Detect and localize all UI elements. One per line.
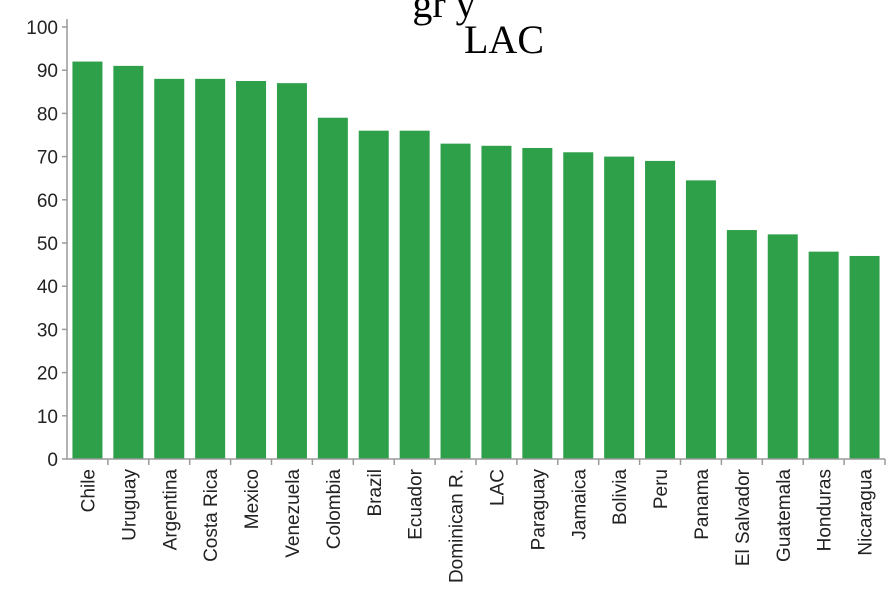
y-tick-label: 70	[37, 148, 58, 169]
x-tick-label: Colombia	[324, 469, 345, 550]
bar-colombia	[317, 117, 348, 459]
x-tick-label: Ecuador	[406, 468, 427, 539]
x-tick-label: El Salvador	[733, 468, 754, 566]
y-tick-label: 80	[37, 104, 58, 125]
y-tick-label: 20	[37, 364, 58, 385]
x-tick-label: Nicaragua	[856, 469, 877, 556]
bar-costa-rica	[195, 78, 226, 459]
x-tick-label: LAC	[487, 469, 508, 506]
y-tick-label: 40	[37, 277, 58, 298]
bar-jamaica	[563, 152, 594, 459]
x-tick-label: Costa Rica	[201, 469, 222, 562]
bar-uruguay	[113, 65, 144, 459]
bar-argentina	[154, 78, 185, 459]
y-tick-label: 100	[26, 18, 58, 39]
bar-nicaragua	[849, 255, 880, 459]
x-tick-label: Paraguay	[528, 469, 549, 551]
axes-group	[62, 19, 886, 465]
chart-title-line-2: LAC	[464, 17, 544, 62]
x-tick-labels: Chile Uruguay Argentina Costa Rica Mexico Ven…	[78, 468, 876, 583]
bar-ecuador	[399, 130, 430, 459]
y-tick-label: 0	[47, 450, 58, 471]
bar-lac	[481, 145, 512, 460]
x-tick-label: Brazil	[365, 469, 386, 517]
x-tick-label: Jamaica	[569, 469, 590, 540]
bar-guatemala	[767, 234, 798, 459]
y-tick-label: 10	[37, 407, 58, 428]
bar-paraguay	[522, 147, 553, 459]
x-tick-label: Peru	[651, 469, 672, 509]
y-tick-label: 50	[37, 234, 58, 255]
y-tick-label: 90	[37, 61, 58, 82]
bar-brazil	[358, 130, 389, 459]
bar-venezuela	[276, 83, 307, 459]
chart-title-line-1: gr y	[412, 0, 476, 26]
y-tick-labels: 0 10 20 30 40 50 60 70 80 90 100	[26, 18, 58, 471]
x-tick-label: Bolivia	[610, 469, 631, 525]
bar-panama	[685, 180, 716, 460]
bar-bolivia	[604, 156, 635, 459]
bar-mexico	[236, 81, 267, 459]
x-tick-label: Panama	[692, 469, 713, 540]
x-tick-label: Dominican R.	[447, 469, 468, 583]
bar-el-salvador	[726, 230, 757, 459]
x-tick-label: Mexico	[242, 469, 263, 529]
x-tick-label: Honduras	[815, 469, 836, 551]
x-tick-label: Chile	[78, 469, 99, 512]
bar-peru	[645, 160, 676, 460]
y-tick-label: 60	[37, 191, 58, 212]
bar-honduras	[808, 251, 839, 459]
bars-group	[72, 61, 880, 460]
bar-chile	[72, 61, 103, 460]
y-tick-label: 30	[37, 320, 58, 341]
x-tick-label: Venezuela	[283, 469, 304, 558]
x-tick-label: Uruguay	[119, 469, 140, 541]
bar-dominican-r	[440, 143, 471, 459]
x-tick-label: Guatemala	[774, 469, 795, 562]
x-tick-label: Argentina	[160, 469, 181, 551]
